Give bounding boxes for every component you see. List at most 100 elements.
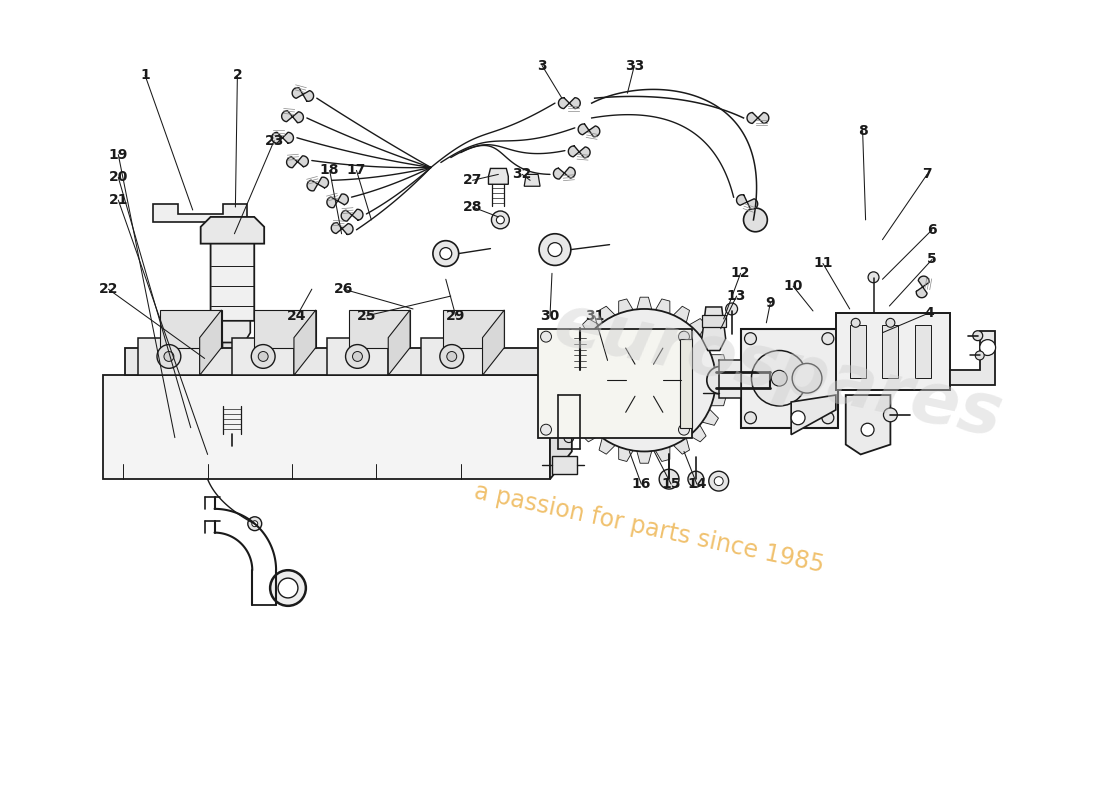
Polygon shape (525, 174, 540, 186)
Polygon shape (618, 446, 634, 462)
Polygon shape (287, 156, 308, 168)
Text: 30: 30 (540, 309, 560, 323)
Circle shape (605, 341, 683, 419)
Circle shape (791, 411, 805, 425)
Polygon shape (103, 375, 550, 479)
Text: 26: 26 (334, 282, 353, 296)
Text: 14: 14 (688, 477, 706, 491)
Text: 19: 19 (109, 147, 128, 162)
Polygon shape (791, 395, 836, 434)
Circle shape (540, 331, 551, 342)
Text: 24: 24 (287, 309, 307, 323)
Text: 15: 15 (661, 477, 681, 491)
Circle shape (726, 303, 738, 315)
Polygon shape (563, 391, 578, 406)
Polygon shape (421, 338, 483, 375)
Polygon shape (711, 354, 726, 369)
Circle shape (745, 333, 757, 345)
Polygon shape (846, 395, 890, 454)
Text: 3: 3 (537, 58, 547, 73)
Circle shape (251, 345, 275, 368)
Circle shape (708, 471, 728, 491)
Text: 21: 21 (109, 193, 128, 207)
Polygon shape (656, 299, 670, 314)
Polygon shape (600, 306, 615, 322)
Circle shape (496, 216, 504, 224)
Circle shape (252, 521, 257, 526)
Circle shape (440, 248, 452, 259)
Circle shape (352, 351, 362, 362)
Bar (552, 457, 576, 474)
Circle shape (626, 362, 662, 398)
Circle shape (679, 424, 690, 435)
Circle shape (447, 351, 456, 362)
Circle shape (492, 211, 509, 229)
Bar (882, 325, 899, 378)
Bar (849, 325, 866, 378)
Circle shape (886, 318, 895, 327)
Bar (915, 325, 931, 378)
Polygon shape (618, 299, 634, 314)
Text: 18: 18 (320, 163, 340, 178)
Text: 28: 28 (463, 200, 482, 214)
Polygon shape (219, 342, 246, 384)
Polygon shape (637, 297, 651, 310)
Polygon shape (673, 438, 690, 454)
Polygon shape (443, 310, 504, 347)
Polygon shape (702, 307, 726, 350)
Text: 29: 29 (446, 309, 465, 323)
Bar (718, 361, 740, 398)
Polygon shape (272, 132, 294, 143)
Polygon shape (702, 335, 718, 351)
Circle shape (868, 272, 879, 282)
Circle shape (433, 241, 459, 266)
Polygon shape (550, 347, 572, 479)
Polygon shape (579, 124, 600, 137)
Circle shape (745, 412, 757, 424)
Polygon shape (254, 310, 316, 347)
Text: 12: 12 (730, 266, 750, 280)
Text: 25: 25 (356, 309, 376, 323)
Circle shape (714, 477, 723, 486)
Text: 31: 31 (585, 309, 604, 323)
Polygon shape (563, 354, 578, 369)
Polygon shape (740, 329, 838, 428)
Polygon shape (747, 113, 769, 123)
Polygon shape (702, 409, 718, 426)
Circle shape (573, 309, 716, 451)
Polygon shape (715, 373, 727, 388)
Polygon shape (737, 194, 758, 210)
Circle shape (248, 517, 262, 530)
Text: 2: 2 (232, 69, 242, 82)
Circle shape (771, 370, 788, 386)
Circle shape (707, 366, 735, 394)
Polygon shape (327, 194, 349, 208)
Polygon shape (583, 425, 600, 442)
Circle shape (679, 331, 690, 342)
Text: 33: 33 (625, 58, 644, 73)
Circle shape (972, 330, 982, 341)
Text: 1: 1 (140, 69, 150, 82)
Polygon shape (561, 373, 573, 388)
Text: 23: 23 (264, 134, 284, 148)
Circle shape (164, 351, 174, 362)
Text: 32: 32 (513, 167, 532, 182)
Circle shape (851, 318, 860, 327)
Polygon shape (160, 310, 221, 347)
Polygon shape (553, 167, 575, 179)
Polygon shape (153, 204, 248, 222)
Polygon shape (483, 310, 504, 375)
Polygon shape (570, 335, 586, 351)
Polygon shape (294, 310, 316, 375)
Text: 6: 6 (927, 222, 937, 237)
Polygon shape (200, 217, 264, 244)
Circle shape (258, 351, 268, 362)
Polygon shape (673, 306, 690, 322)
Circle shape (688, 471, 704, 487)
Circle shape (659, 470, 679, 489)
Text: 8: 8 (858, 124, 868, 138)
Text: 5: 5 (927, 253, 937, 266)
Circle shape (539, 234, 571, 266)
Circle shape (822, 333, 834, 345)
Polygon shape (656, 446, 670, 462)
